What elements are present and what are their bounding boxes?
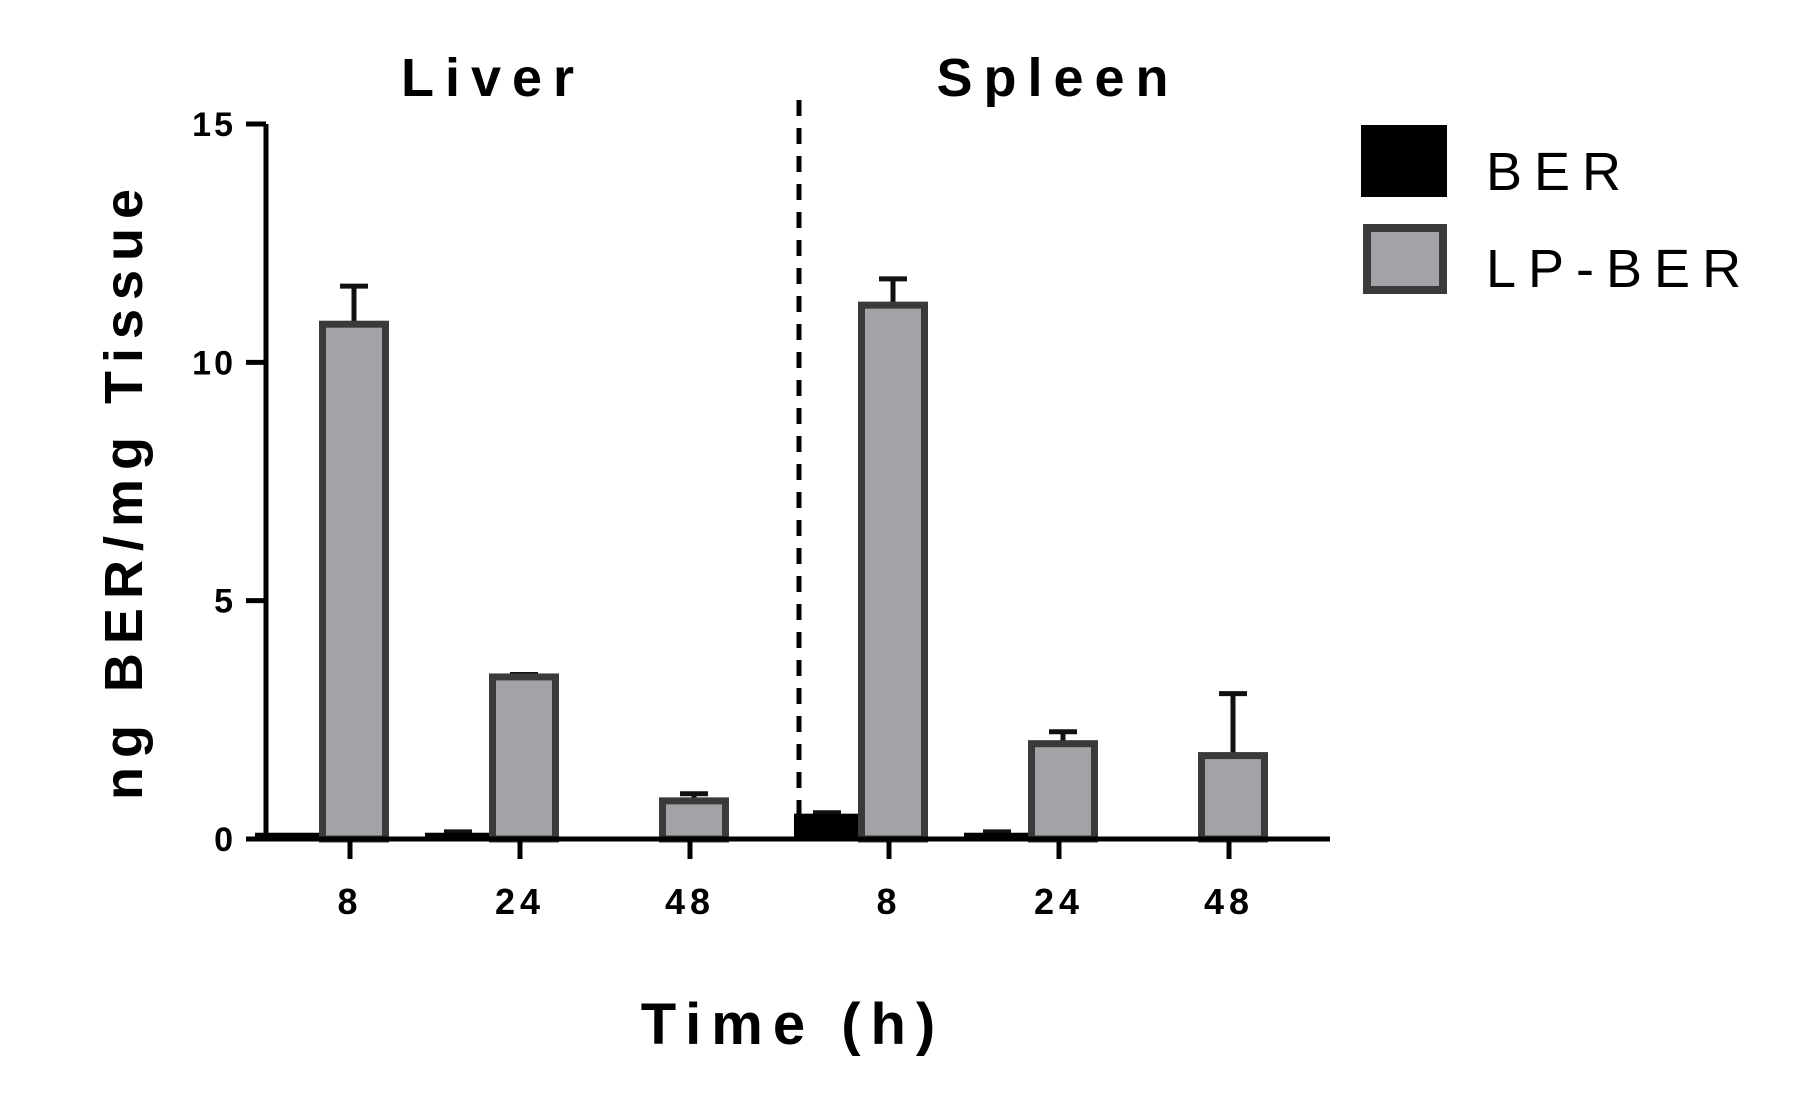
y-tick-label: 10: [192, 344, 236, 382]
x-tick-label: 24: [1034, 881, 1084, 922]
x-tick-label: 8: [337, 881, 362, 922]
y-tick-label: 0: [214, 821, 236, 859]
y-axis-label: ng BER/mg Tissue: [94, 180, 154, 800]
bar-lp-ber: [659, 797, 729, 843]
bar-lp-ber: [858, 301, 928, 843]
plot-area: 0 5 10 15 8 24 48 8 24 48: [192, 100, 1330, 922]
group-label-spleen: Spleen: [936, 48, 1179, 108]
group-label-liver: Liver: [401, 48, 585, 108]
x-tick-label: 8: [876, 881, 901, 922]
legend-swatch-ber: [1361, 125, 1447, 197]
bar-lp-ber: [489, 673, 559, 843]
x-tick-label: 24: [495, 881, 545, 922]
legend: BER LP-BER: [1361, 125, 1753, 299]
y-tick-label: 15: [192, 106, 236, 144]
legend-label-lp-ber: LP-BER: [1486, 239, 1753, 299]
bar-lp-ber: [1028, 740, 1098, 843]
x-axis-label: Time (h): [641, 992, 946, 1057]
bar-ber: [794, 813, 860, 841]
legend-swatch-lp-ber: [1363, 224, 1447, 294]
bar-lp-ber: [319, 320, 389, 843]
y-tick-label: 5: [214, 583, 236, 621]
x-tick-label: 48: [1204, 881, 1254, 922]
legend-label-ber: BER: [1486, 142, 1633, 202]
x-tick-label: 48: [665, 881, 715, 922]
bar-lp-ber: [1198, 752, 1268, 843]
